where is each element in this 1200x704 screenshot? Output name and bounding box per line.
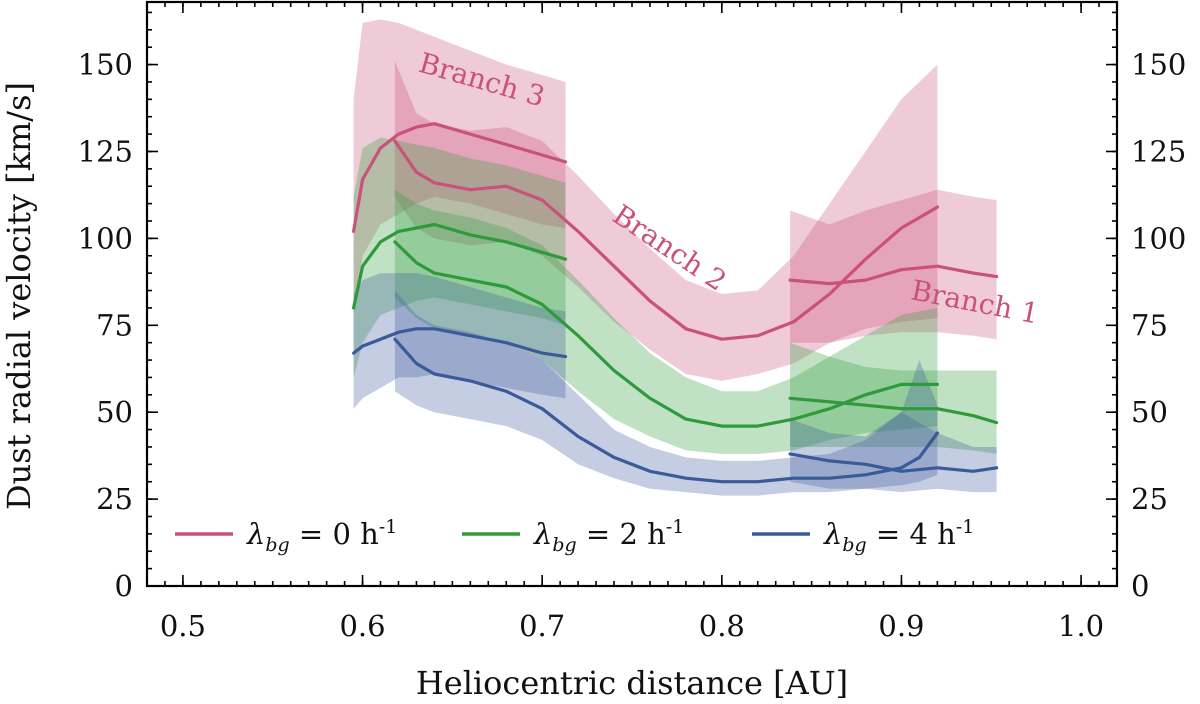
y-tick-label: 150 [78, 48, 133, 82]
x-axis-title: Heliocentric distance [AU] [416, 664, 848, 702]
legend: λbg = 0 h-1 λbg = 2 h-1 λbg = 4 h-1 [175, 516, 974, 556]
band--bg-2-h-1-branch-2 [394, 189, 938, 454]
line--bg-0-h-1-branch-1 [788, 264, 999, 286]
y-axis-title: Dust radial velocity [km/s] [0, 82, 38, 510]
line--bg-4-h-1-branch-1 [788, 452, 999, 473]
y-tick-label: 75 [96, 308, 133, 342]
y-tick-label-right: 50 [1131, 395, 1168, 429]
y-tick-label-right: 100 [1131, 221, 1186, 255]
legend-label-1: λbg = 2 h-1 [533, 516, 684, 556]
y-tick-label-right: 25 [1131, 482, 1168, 516]
band--bg-4-h-1-branch-1 [790, 412, 997, 493]
plot-frame [145, 0, 1119, 588]
line--bg-0-h-1-branch-3 [352, 122, 568, 233]
x-tick-label: 0.9 [878, 609, 924, 643]
y-tick-label: 125 [78, 134, 133, 168]
y-tick-label: 100 [78, 221, 133, 255]
y-tick-label-right: 125 [1131, 134, 1186, 168]
x-tick-label: 0.6 [339, 609, 385, 643]
legend-label-2: λbg = 4 h-1 [823, 516, 974, 556]
y-tick-label-right: 0 [1131, 569, 1149, 603]
band--bg-2-h-1-branch-3 [353, 137, 566, 378]
line--bg-2-h-1-branch-1 [788, 396, 999, 425]
line--bg-2-h-1-branch-3 [352, 222, 568, 310]
x-tick-label: 0.5 [160, 609, 206, 643]
series-lines [352, 122, 999, 484]
band--bg-4-h-1-branch-2 [394, 290, 938, 496]
band--bg-0-h-1-branch-2 [394, 61, 938, 381]
y-tick-label: 25 [96, 482, 133, 516]
band--bg-0-h-1-branch-1 [790, 189, 997, 343]
x-tick-label: 0.8 [699, 609, 745, 643]
x-tick-label: 0.7 [519, 609, 565, 643]
y-tick-label-right: 75 [1131, 308, 1168, 342]
band--bg-0-h-1-branch-3 [353, 19, 566, 315]
x-tick-label: 1.0 [1058, 609, 1104, 643]
confidence-bands [353, 19, 997, 496]
legend-label-0: λbg = 0 h-1 [246, 516, 397, 556]
y-tick-label-right: 150 [1131, 48, 1186, 82]
y-tick-label: 50 [96, 395, 133, 429]
line--bg-4-h-1-branch-2 [393, 337, 940, 484]
axis-ticks: 0.5 0.6 0.7 0.8 0.9 1.0 0 0 25 25 50 50 75 75 100 100 12… [78, 2, 1186, 643]
band--bg-4-h-1-branch-3 [353, 273, 566, 409]
y-tick-label: 0 [115, 569, 133, 603]
line--bg-4-h-1-branch-3 [352, 327, 568, 359]
band--bg-2-h-1-branch-1 [790, 342, 997, 454]
